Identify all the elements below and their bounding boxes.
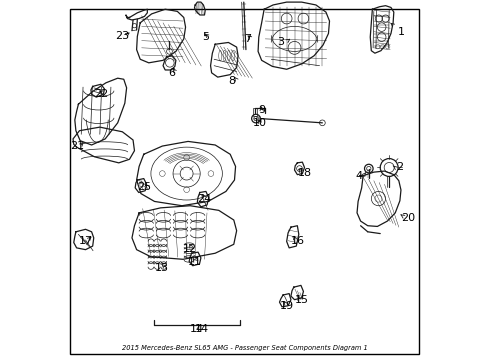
Text: 25: 25 xyxy=(137,182,151,192)
Text: 23: 23 xyxy=(115,31,129,41)
Text: 10: 10 xyxy=(252,118,266,128)
Text: 19: 19 xyxy=(280,301,294,311)
Text: 8: 8 xyxy=(228,76,235,86)
Text: 2015 Mercedes-Benz SL65 AMG - Passenger Seat Components Diagram 1: 2015 Mercedes-Benz SL65 AMG - Passenger … xyxy=(122,345,366,351)
Text: 1: 1 xyxy=(397,27,405,37)
Text: 12: 12 xyxy=(183,244,197,253)
Text: 13: 13 xyxy=(154,262,168,273)
Text: 17: 17 xyxy=(78,236,92,246)
Text: 11: 11 xyxy=(187,257,201,267)
Text: 2: 2 xyxy=(395,162,403,172)
Text: 18: 18 xyxy=(297,168,311,178)
Text: 22: 22 xyxy=(94,89,108,99)
Text: 6: 6 xyxy=(167,68,174,78)
Text: 16: 16 xyxy=(290,236,305,246)
Text: 7: 7 xyxy=(244,34,251,44)
Text: 15: 15 xyxy=(294,295,308,305)
Text: 20: 20 xyxy=(400,212,414,222)
Text: 14: 14 xyxy=(190,324,204,334)
Text: 9: 9 xyxy=(258,105,264,115)
Text: 4: 4 xyxy=(354,171,362,181)
Text: 5: 5 xyxy=(201,32,208,42)
Text: 24: 24 xyxy=(197,194,211,203)
Text: 21: 21 xyxy=(70,141,84,151)
Text: 3: 3 xyxy=(276,37,283,48)
Text: 14: 14 xyxy=(194,324,208,334)
